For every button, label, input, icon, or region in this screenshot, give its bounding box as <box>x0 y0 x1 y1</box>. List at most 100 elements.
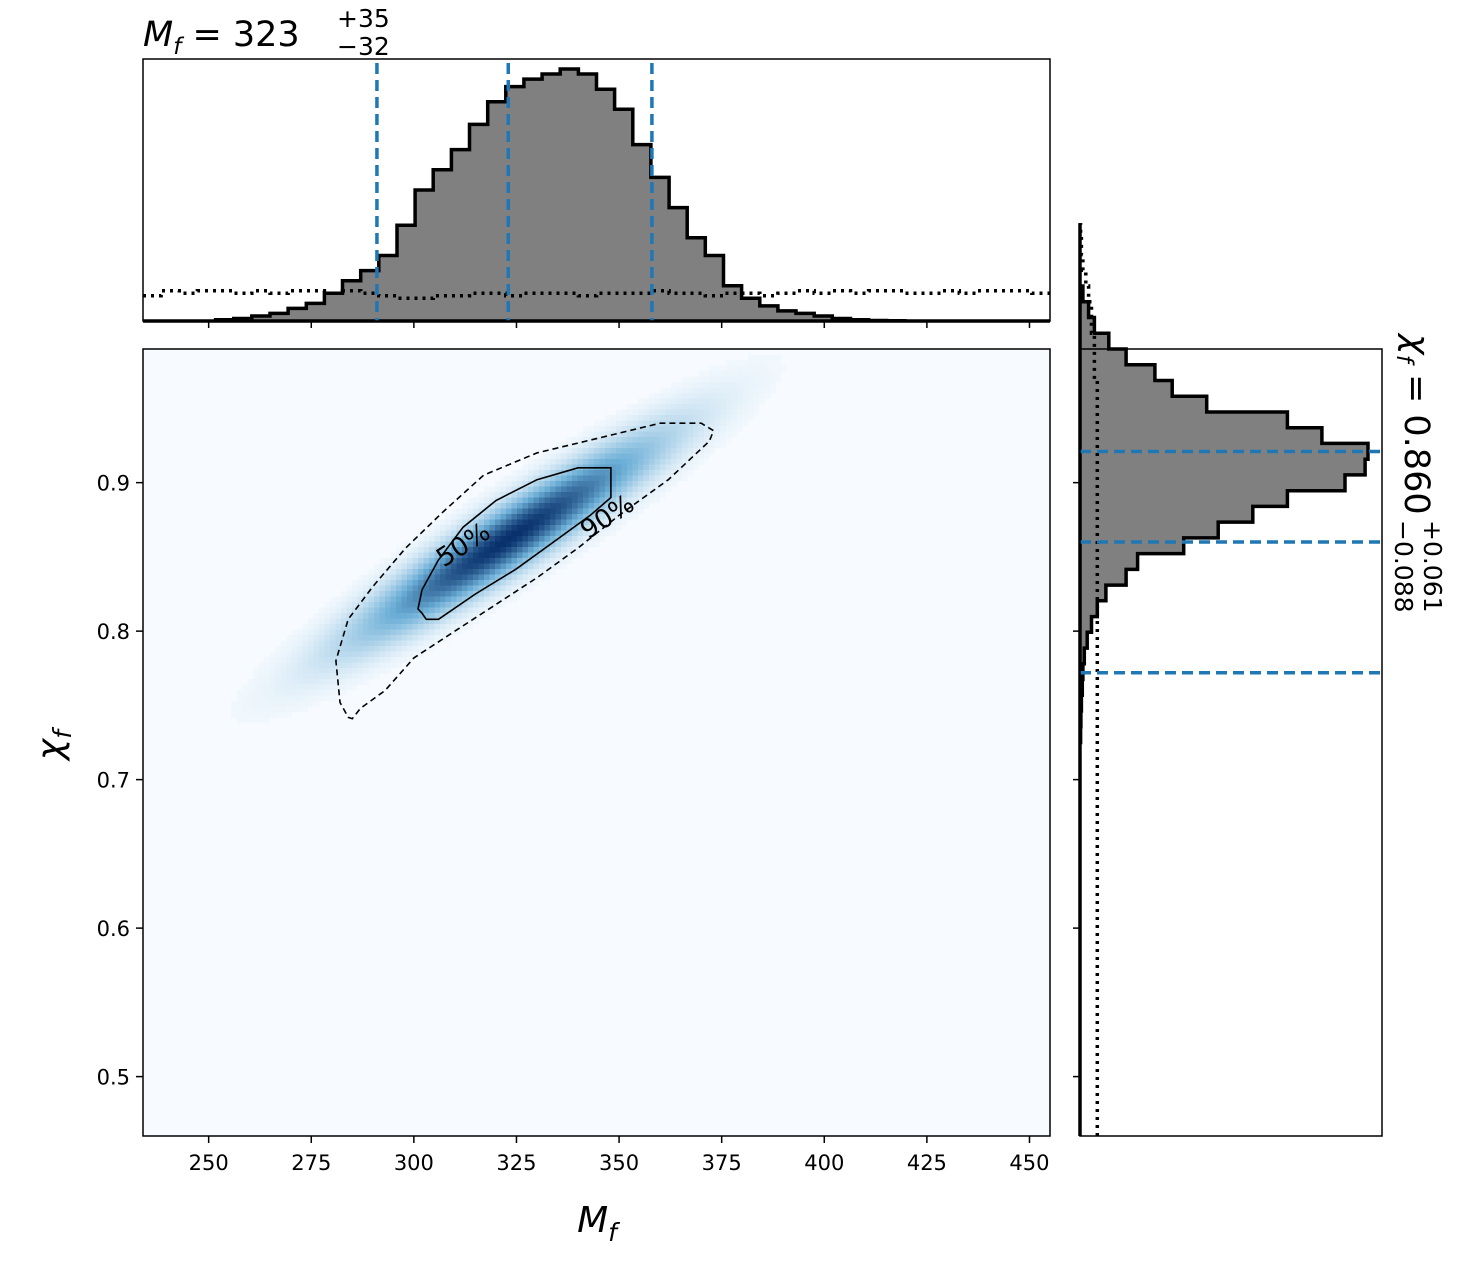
heatmap-cell <box>341 607 347 614</box>
heatmap-cell <box>396 574 402 581</box>
heatmap-cell <box>544 514 551 520</box>
heatmap-cell <box>401 596 408 603</box>
heatmap-cell <box>682 415 688 421</box>
heatmap-cell <box>467 519 474 526</box>
heatmap-cell <box>379 618 386 625</box>
heatmap-cell <box>352 651 358 658</box>
heatmap-cell <box>610 530 617 537</box>
heatmap-cell <box>352 624 358 630</box>
heatmap-cell <box>324 646 331 652</box>
heatmap-cell <box>753 409 760 416</box>
heatmap-cell <box>687 448 694 454</box>
heatmap-cell <box>478 503 485 509</box>
heatmap-cell <box>363 596 369 603</box>
heatmap-cell <box>682 453 688 460</box>
heatmap-cell <box>522 563 529 570</box>
heatmap-cell <box>544 525 551 531</box>
heatmap-cell <box>379 635 386 641</box>
heatmap-cell <box>594 486 600 493</box>
heatmap-cell <box>621 519 628 526</box>
heatmap-cell <box>429 558 435 564</box>
heatmap-cell <box>368 580 375 586</box>
heatmap-cell <box>561 497 567 504</box>
heatmap-cell <box>236 712 243 718</box>
heatmap-cell <box>407 624 413 630</box>
heatmap-cell <box>346 602 353 608</box>
heatmap-cell <box>539 486 545 493</box>
heatmap-cell <box>511 547 518 553</box>
mass-prior-line <box>143 289 1050 301</box>
heatmap-cell <box>583 503 589 509</box>
heatmap-cell <box>737 415 743 421</box>
heatmap-cell <box>671 481 677 487</box>
heatmap-cell <box>594 475 600 482</box>
heatmap-cell <box>374 673 380 680</box>
heatmap-cell <box>616 475 622 482</box>
heatmap-cell <box>555 552 562 559</box>
heatmap-cell <box>275 712 281 718</box>
heatmap-cell <box>280 657 287 663</box>
heatmap-cell <box>451 525 457 531</box>
heatmap-cell <box>341 602 347 608</box>
heatmap-cell <box>566 503 573 509</box>
heatmap-cell <box>594 442 600 449</box>
heatmap-cell <box>506 536 512 542</box>
heatmap-cell <box>374 574 380 581</box>
heatmap-cell <box>539 481 545 487</box>
heatmap-cell <box>456 514 463 520</box>
heatmap-cell <box>462 563 468 570</box>
heatmap-cell <box>368 668 375 674</box>
heatmap-cell <box>572 442 578 449</box>
heatmap-cell <box>528 536 534 542</box>
heatmap-cell <box>671 415 677 421</box>
heatmap-cell <box>357 591 364 597</box>
heatmap-cell <box>654 437 661 443</box>
heatmap-cell <box>324 679 331 685</box>
heatmap-cell <box>484 558 490 564</box>
heatmap-cell <box>363 657 369 663</box>
heatmap-cell <box>478 519 485 526</box>
heatmap-cell <box>682 382 688 388</box>
heatmap-cell <box>522 530 529 537</box>
heatmap-cell <box>566 508 573 515</box>
heatmap-cell <box>594 536 600 542</box>
heatmap-cell <box>385 651 391 658</box>
heatmap-cell <box>638 481 644 487</box>
heatmap-cell <box>352 607 358 614</box>
heatmap-cell <box>616 464 622 471</box>
heatmap-cell <box>731 371 738 377</box>
heatmap-cell <box>616 470 622 476</box>
heatmap-cell <box>291 662 298 669</box>
heatmap-cell <box>484 574 490 581</box>
heatmap-cell <box>346 596 353 603</box>
heatmap-cell <box>599 420 606 427</box>
heatmap-cell <box>445 596 452 603</box>
heatmap-cell <box>253 673 259 680</box>
heatmap-cell <box>715 398 721 405</box>
heatmap-cell <box>379 558 386 564</box>
heatmap-cell <box>418 547 424 553</box>
heatmap-cell <box>286 635 292 641</box>
heatmap-cell <box>302 673 309 680</box>
heatmap-cell <box>473 519 479 526</box>
heatmap-cell <box>737 371 743 377</box>
heatmap-cell <box>775 354 782 361</box>
heatmap-cell <box>440 519 446 526</box>
heatmap-cell <box>533 541 540 548</box>
heatmap-cell <box>544 503 551 509</box>
heatmap-cell <box>258 717 265 724</box>
heatmap-cell <box>478 607 485 614</box>
heatmap-cell <box>682 470 688 476</box>
heatmap-cell <box>539 574 545 581</box>
heatmap-cell <box>341 640 347 647</box>
heatmap-cell <box>489 607 496 614</box>
heatmap-cell <box>616 503 622 509</box>
heatmap-cell <box>572 519 578 526</box>
heatmap-cell <box>572 475 578 482</box>
heatmap-cell <box>588 453 595 460</box>
heatmap-cell <box>429 635 435 641</box>
heatmap-cell <box>269 657 276 663</box>
heatmap-cell <box>594 541 600 548</box>
heatmap-cell <box>489 514 496 520</box>
heatmap-cell <box>506 530 512 537</box>
